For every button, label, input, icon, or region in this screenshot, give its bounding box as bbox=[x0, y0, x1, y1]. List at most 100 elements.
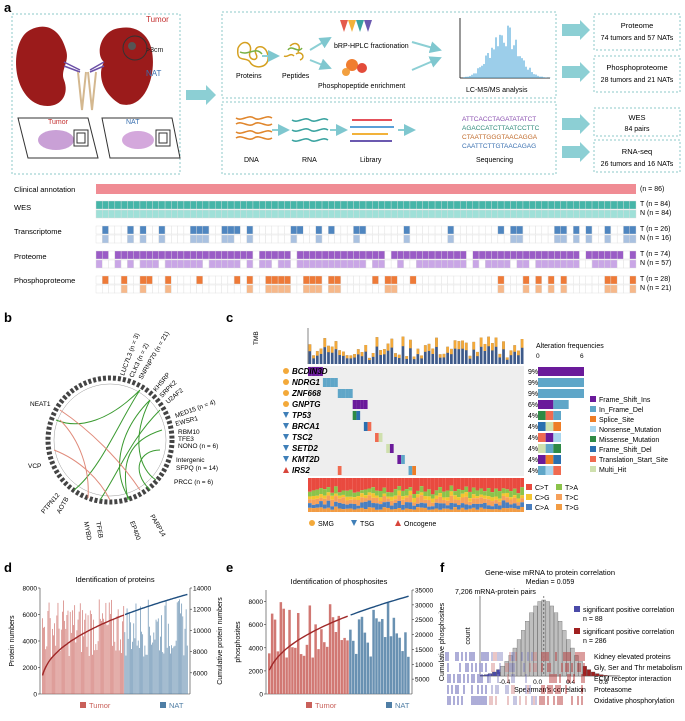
alteration-bar bbox=[538, 367, 584, 376]
grid-cell bbox=[623, 285, 629, 293]
snv-segment bbox=[442, 500, 446, 504]
grid-cell bbox=[485, 251, 491, 259]
grid-cell bbox=[102, 226, 108, 234]
grid-cell bbox=[96, 251, 102, 259]
bar bbox=[53, 635, 54, 694]
snv-segment bbox=[487, 496, 491, 499]
grid-cell bbox=[109, 226, 115, 234]
bar bbox=[92, 655, 93, 694]
grid-cell bbox=[347, 285, 353, 293]
grid-cell bbox=[397, 226, 403, 234]
grid-cell bbox=[234, 276, 240, 284]
snv-segment bbox=[371, 493, 375, 497]
bar bbox=[381, 619, 383, 694]
gene-name: SETD2 bbox=[292, 444, 318, 453]
grid-cell bbox=[498, 276, 504, 284]
bar bbox=[268, 653, 270, 694]
grid-cell bbox=[278, 210, 284, 218]
snv-segment bbox=[401, 491, 405, 496]
snv-segment bbox=[453, 491, 457, 495]
step-peptides: Peptides bbox=[282, 73, 310, 80]
snv-segment bbox=[420, 503, 424, 508]
bar bbox=[49, 603, 50, 694]
bar bbox=[136, 604, 137, 694]
snv-segment bbox=[420, 492, 424, 495]
bar bbox=[61, 630, 62, 694]
grid-cell bbox=[598, 276, 604, 284]
snv-segment bbox=[371, 503, 375, 508]
legend-label: Translation_Start_Site bbox=[599, 457, 668, 464]
mutation-cell bbox=[353, 400, 357, 409]
grid-cell bbox=[435, 201, 441, 209]
oncoprint bbox=[308, 366, 524, 476]
snv-segment bbox=[479, 497, 483, 504]
snv-segment bbox=[394, 489, 398, 496]
snv-segment bbox=[401, 505, 405, 510]
grid-cell bbox=[379, 226, 385, 234]
gene-percent: 9% bbox=[528, 369, 538, 376]
snv-segment bbox=[461, 503, 465, 508]
snv-segment bbox=[487, 509, 491, 512]
grid-cell bbox=[623, 260, 629, 268]
grid-cell bbox=[272, 235, 278, 243]
grid-cell bbox=[178, 276, 184, 284]
bar bbox=[71, 633, 72, 694]
grid-cell bbox=[190, 260, 196, 268]
grid-cell bbox=[485, 226, 491, 234]
bar bbox=[160, 637, 161, 694]
tmb-bar bbox=[312, 355, 315, 358]
grid-cell bbox=[429, 235, 435, 243]
tmb-bar bbox=[506, 357, 509, 359]
snv-segment bbox=[517, 478, 521, 493]
grid-cell bbox=[284, 285, 290, 293]
gene-percent: 9% bbox=[528, 380, 538, 387]
snv-segment bbox=[513, 498, 517, 503]
grid-cell bbox=[184, 235, 190, 243]
snv-segment bbox=[476, 498, 480, 504]
snv-segment bbox=[505, 497, 509, 502]
snv-segment bbox=[364, 502, 368, 509]
grid-cell bbox=[178, 210, 184, 218]
grid-cell bbox=[410, 210, 416, 218]
grid-cell bbox=[347, 260, 353, 268]
grid-cell bbox=[485, 276, 491, 284]
grid-cell bbox=[598, 251, 604, 259]
grid-cell bbox=[611, 260, 617, 268]
tsg-icon bbox=[283, 423, 289, 429]
grid-cell bbox=[159, 260, 165, 268]
bar bbox=[104, 624, 105, 694]
grid-cell bbox=[102, 235, 108, 243]
grid-cell bbox=[630, 226, 636, 234]
grid-cell bbox=[96, 260, 102, 268]
snv-segment bbox=[345, 509, 349, 512]
bar bbox=[320, 629, 322, 694]
snv-segment bbox=[479, 478, 483, 488]
snv-segment bbox=[438, 497, 442, 503]
bar bbox=[338, 616, 340, 694]
grid-cell bbox=[303, 285, 309, 293]
grid-cell bbox=[536, 251, 542, 259]
tmb-bar bbox=[476, 352, 479, 356]
snv-segment bbox=[457, 500, 461, 505]
grid-cell bbox=[259, 201, 265, 209]
legend-label: Frame_Shift_Ins bbox=[599, 397, 651, 404]
tmb-bar bbox=[502, 341, 505, 349]
grid-cell bbox=[586, 201, 592, 209]
grid-cell bbox=[548, 251, 554, 259]
mutation-cell bbox=[364, 400, 368, 409]
snv-segment bbox=[405, 478, 409, 489]
snv-segment bbox=[450, 491, 454, 495]
snv-segment bbox=[390, 506, 394, 510]
grid-cell bbox=[592, 210, 598, 218]
mutation-cell bbox=[327, 378, 331, 387]
grid-cell bbox=[630, 276, 636, 284]
grid-cell bbox=[423, 201, 429, 209]
grid-cell bbox=[146, 235, 152, 243]
grid-cell bbox=[347, 226, 353, 234]
grid-cell bbox=[630, 260, 636, 268]
output-box-proteome bbox=[594, 14, 680, 50]
snv-segment bbox=[412, 506, 416, 510]
grid-cell bbox=[209, 210, 215, 218]
grid-cell bbox=[153, 285, 159, 293]
snv-segment bbox=[502, 500, 506, 508]
